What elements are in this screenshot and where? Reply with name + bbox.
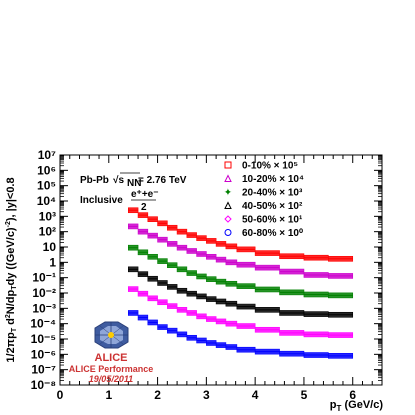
- y-axis-title: 1/2πpT d2N/dpTdy ((GeV/c)-2), |y|<0.8: [5, 177, 18, 362]
- y-tick-label: 10²: [39, 225, 56, 239]
- legend-label: 60-80% × 10⁰: [242, 228, 303, 239]
- series-3: [128, 266, 354, 318]
- annotation-species: Inclusive e⁺+e⁻ 2: [80, 189, 159, 213]
- x-axis: 0 1 2 3 4 5 6: [57, 155, 373, 402]
- legend-item: 0-10% × 10⁵: [224, 161, 298, 172]
- legend-label: 0-10% × 10⁵: [242, 161, 298, 172]
- y-tick-label: 10⁻⁷: [31, 363, 56, 377]
- alice-logo-icon: [94, 321, 129, 349]
- y-tick-label: 10⁻¹: [32, 271, 56, 285]
- legend-marker-circle: [224, 229, 232, 236]
- legend-label: 10-20% × 10⁴: [242, 174, 304, 185]
- y-tick-label: 1: [49, 255, 56, 269]
- legend-item: 40-50% × 10²: [224, 201, 303, 212]
- x-tick-label: 0: [57, 388, 64, 402]
- y-tick-label: 10⁴: [37, 194, 56, 208]
- y-tick-label: 10³: [39, 209, 56, 223]
- alice-brand: ALICE: [95, 352, 128, 364]
- series-4: [128, 286, 354, 338]
- legend-marker-star: ✦: [224, 188, 232, 199]
- species-denominator: 2: [141, 202, 147, 213]
- species-prefix: Inclusive: [80, 195, 123, 206]
- y-tick-label: 10⁻⁸: [31, 378, 56, 392]
- legend-label: 20-40% × 10³: [242, 188, 303, 199]
- series-0: [128, 207, 354, 262]
- series-2: [128, 244, 354, 299]
- svg-text:= 2.76 TeV: = 2.76 TeV: [138, 175, 187, 186]
- legend-item: ✦ 20-40% × 10³: [224, 188, 303, 199]
- x-tick-label: 6: [349, 388, 356, 402]
- series-1: [128, 223, 354, 279]
- legend-item: 10-20% × 10⁴: [224, 174, 304, 185]
- svg-text:NN: NN: [127, 178, 141, 189]
- legend-marker-triangle: [224, 174, 232, 182]
- y-tick-label: 10⁻⁴: [30, 317, 56, 331]
- svg-text:√s: √s: [113, 175, 124, 186]
- legend-marker-square: [224, 161, 232, 169]
- alice-caption: ALICE Performance: [69, 364, 154, 374]
- y-tick-label: 10⁵: [37, 179, 56, 193]
- svg-text:Pb-Pb: Pb-Pb: [80, 175, 109, 186]
- legend-marker-diamond: [224, 215, 232, 223]
- y-tick-label: 10⁻⁶: [31, 347, 56, 361]
- y-tick-label: 10⁻²: [32, 286, 56, 300]
- alice-date: 19/05/2011: [89, 374, 133, 384]
- x-tick-label: 1: [105, 388, 112, 402]
- series-5: [128, 310, 354, 359]
- alice-logo: ALICE ALICE Performance 19/05/2011: [69, 321, 154, 384]
- y-tick-label: 10⁷: [38, 148, 56, 162]
- legend-marker-triangle: [224, 201, 232, 209]
- legend-item: 60-80% × 10⁰: [224, 228, 303, 239]
- x-tick-label: 5: [301, 388, 308, 402]
- y-tick-label: 10: [43, 240, 57, 254]
- y-tick-label: 10⁻³: [32, 301, 56, 315]
- x-tick-label: 3: [203, 388, 210, 402]
- legend: 0-10% × 10⁵ 10-20% × 10⁴ ✦ 20-40% × 10³ 40-5…: [224, 161, 304, 240]
- x-tick-label: 4: [252, 388, 259, 402]
- species-numerator: e⁺+e⁻: [131, 189, 159, 200]
- annotation-system: Pb-Pb √s NN = 2.76 TeV: [80, 172, 187, 189]
- y-tick-label: 10⁶: [37, 163, 56, 177]
- x-axis-title: pT (GeV/c): [330, 399, 384, 413]
- y-tick-label: 10⁻⁵: [31, 332, 56, 346]
- legend-label: 40-50% × 10²: [242, 201, 303, 212]
- legend-label: 50-60% × 10¹: [242, 215, 303, 226]
- legend-item: 50-60% × 10¹: [224, 215, 303, 226]
- series-layer: [128, 207, 354, 359]
- plot-frame: [59, 154, 383, 386]
- x-tick-label: 2: [154, 388, 161, 402]
